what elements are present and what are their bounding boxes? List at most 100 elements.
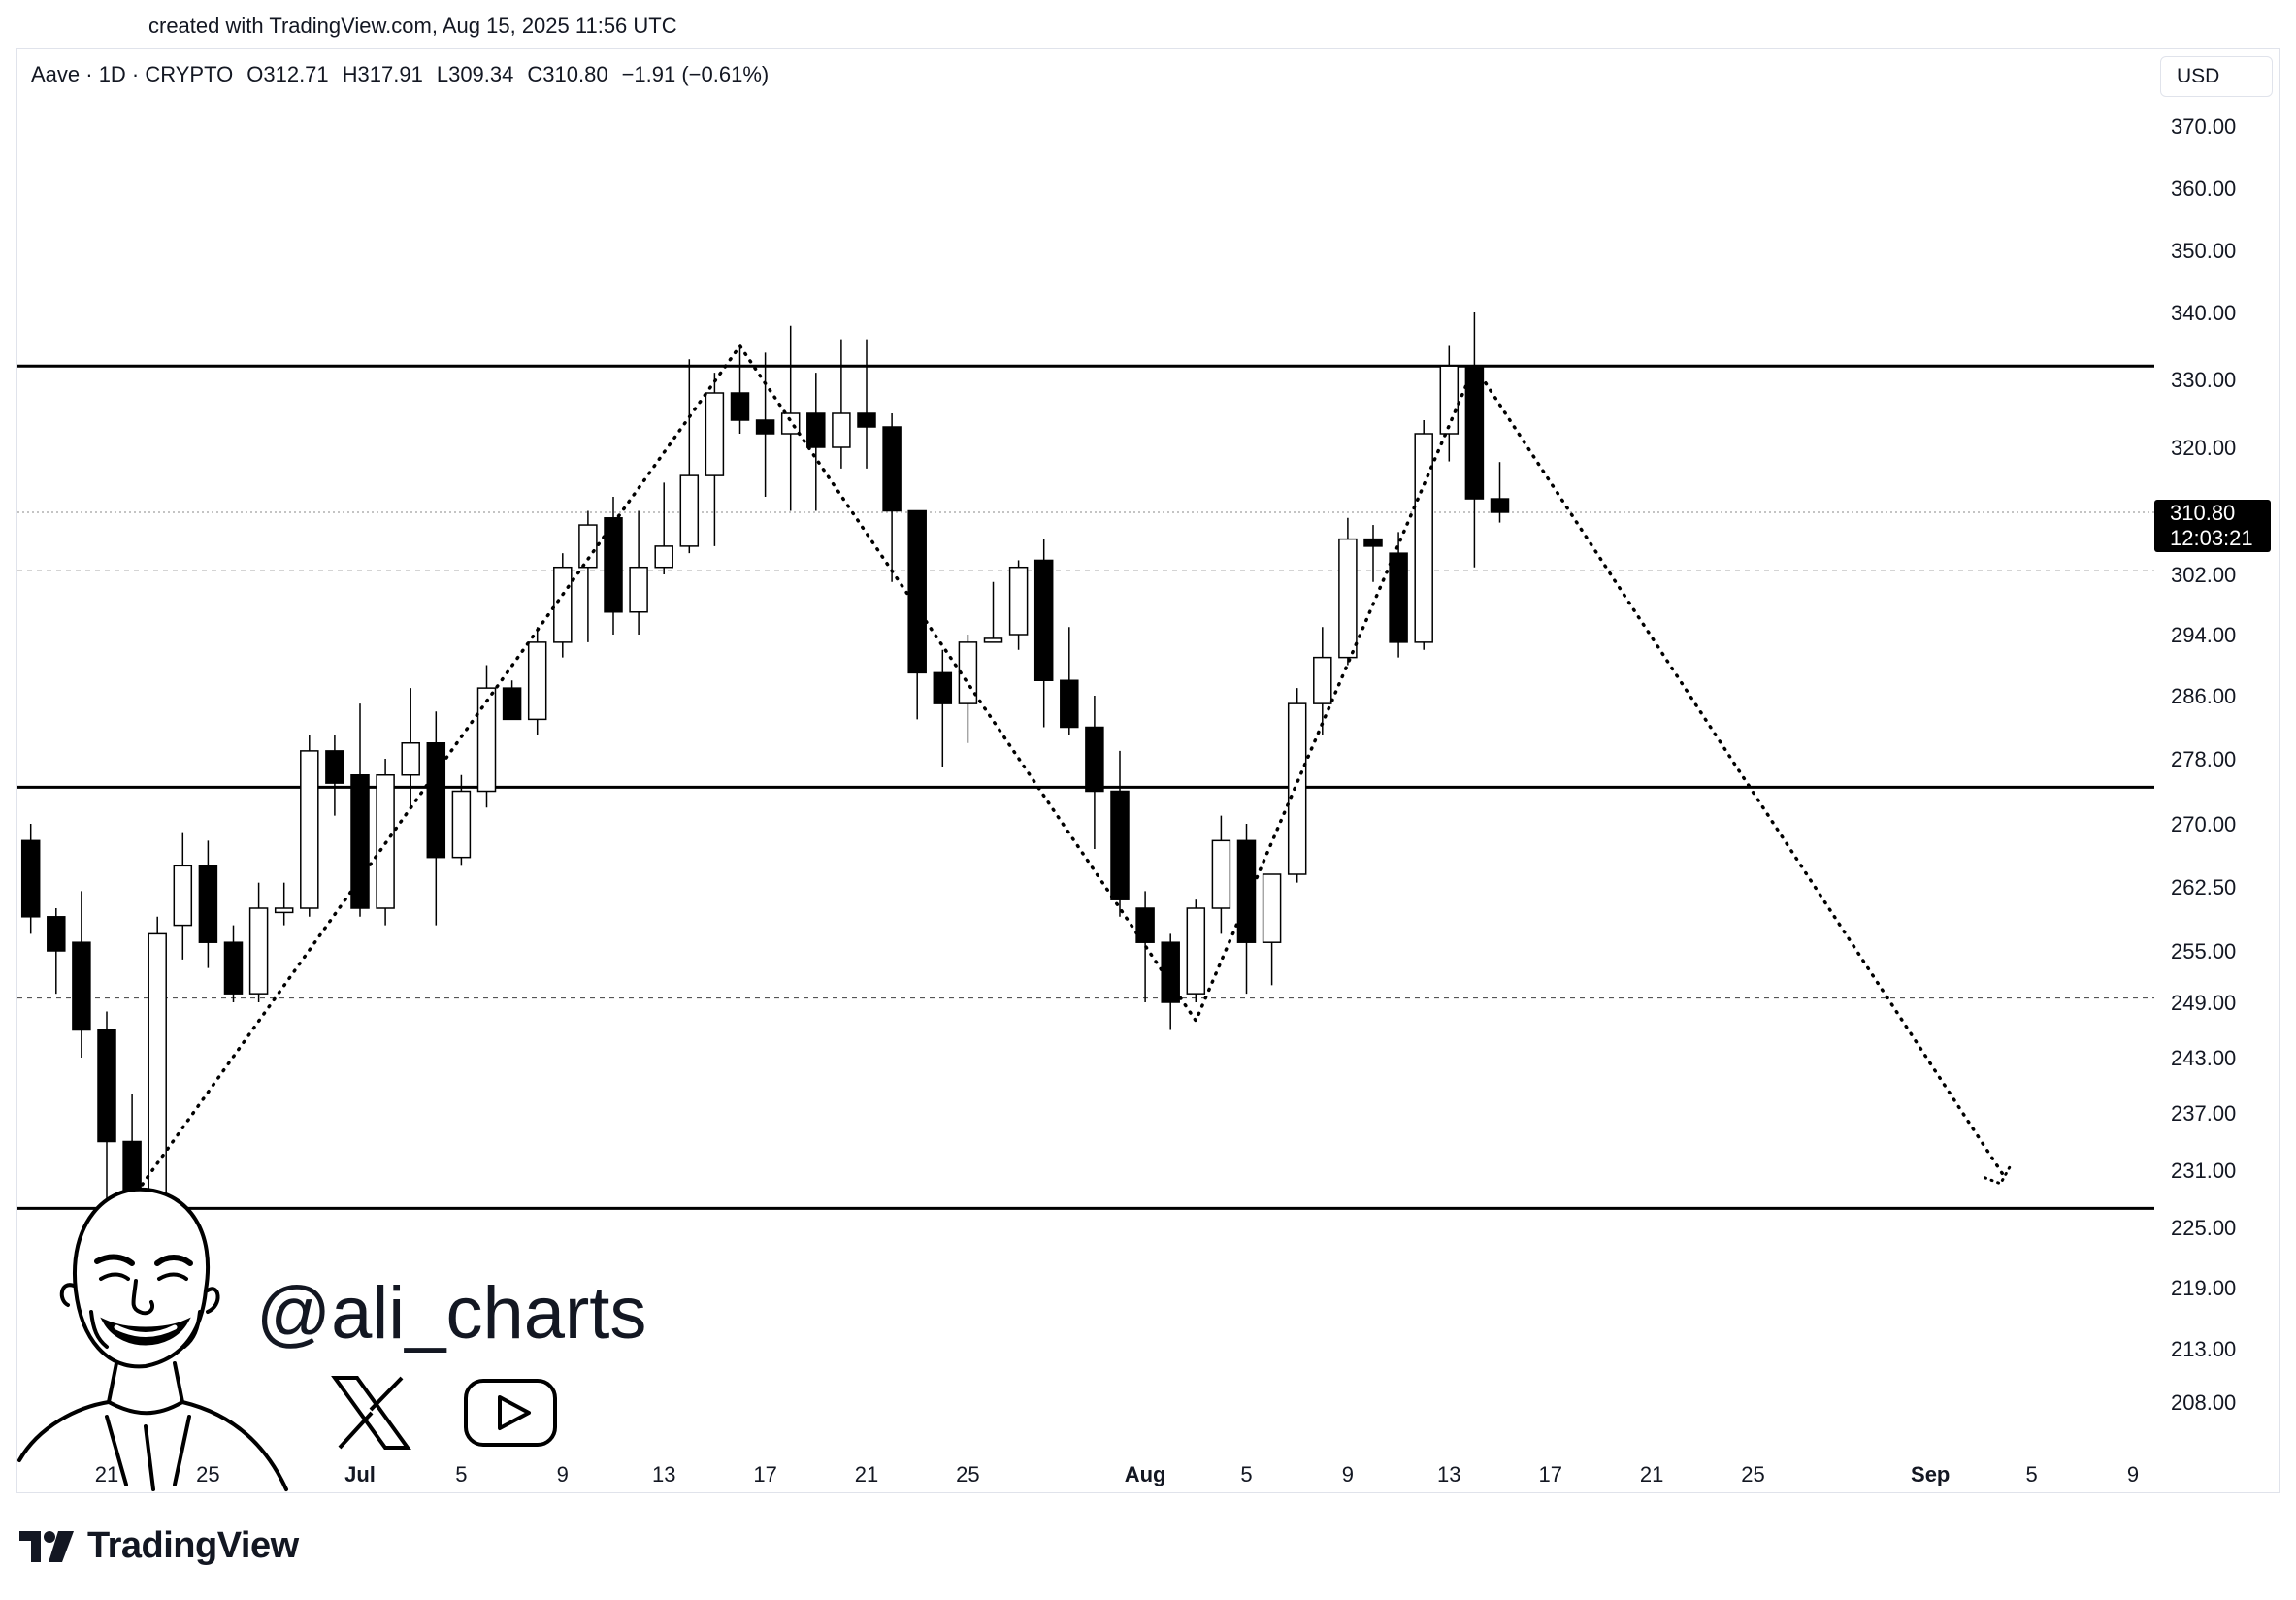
candle <box>47 908 66 995</box>
candle-body <box>1262 873 1282 943</box>
price-tick-label: 330.00 <box>2171 368 2236 392</box>
last-price-tag: 310.80 12:03:21 <box>2154 500 2271 552</box>
candle-body <box>629 566 648 613</box>
legend-change: −1.91 (−0.61%) <box>621 62 770 86</box>
candle-body <box>1161 941 1180 1003</box>
candle <box>1338 517 1358 666</box>
candle-body <box>730 392 750 421</box>
candle-body <box>173 865 193 927</box>
ohlc-legend: Aave · 1D · CRYPTO O312.71 H317.91 L309.34 C… <box>31 62 782 87</box>
candle <box>958 635 978 743</box>
candle <box>300 735 319 917</box>
candle <box>832 339 851 469</box>
youtube-play-icon[interactable] <box>464 1379 557 1447</box>
candle <box>476 665 497 808</box>
tradingview-logo[interactable]: TradingView <box>19 1525 299 1567</box>
candle <box>983 581 1003 643</box>
time-tick-label: 21 <box>95 1462 118 1486</box>
candle <box>857 339 876 469</box>
legend-high: H317.91 <box>342 62 423 86</box>
candle-body <box>148 932 167 1200</box>
time-axis[interactable]: 21 25 Jul 5 9 13 17 21 25 Aug 5 9 13 17 21 25 Sep 5 9 <box>95 1462 2139 1486</box>
legend-symbol[interactable]: Aave · 1D · CRYPTO <box>31 62 234 86</box>
candle-body <box>502 687 522 721</box>
candle-body <box>97 1029 116 1143</box>
time-tick-label: Sep <box>1911 1462 1950 1486</box>
candle <box>1085 696 1104 849</box>
candle <box>806 373 826 511</box>
time-tick-label: 13 <box>652 1462 675 1486</box>
price-axis[interactable]: 370.00 360.00 350.00 340.00 330.00 320.00 302.… <box>2171 114 2236 1415</box>
price-tick-label: 255.00 <box>2171 939 2236 963</box>
candle-body <box>1287 702 1307 875</box>
time-tick-label: 5 <box>455 1462 467 1486</box>
time-tick-label: 9 <box>557 1462 569 1486</box>
candle <box>72 891 91 1058</box>
time-tick-label: Aug <box>1125 1462 1166 1486</box>
candle <box>705 373 725 546</box>
candle <box>1490 462 1510 523</box>
candle <box>97 1011 116 1209</box>
tradingview-wordmark: TradingView <box>87 1525 299 1566</box>
candles <box>20 312 1510 1257</box>
candle-body <box>274 907 294 914</box>
candle-body <box>1060 679 1079 729</box>
candle-body <box>198 865 218 943</box>
candle <box>1313 627 1332 735</box>
candle-body <box>476 687 497 793</box>
legend-low: L309.34 <box>436 62 514 86</box>
candle-body <box>553 566 573 643</box>
time-tick-label: 5 <box>2025 1462 2037 1486</box>
candle-body <box>654 545 673 569</box>
time-tick-label: 25 <box>196 1462 219 1486</box>
candle <box>1262 873 1282 986</box>
candle <box>629 510 648 635</box>
projection-line <box>130 343 2009 1201</box>
candle-body <box>857 412 876 428</box>
price-tick-label: 237.00 <box>2171 1101 2236 1126</box>
last-price-value: 310.80 <box>2170 501 2235 525</box>
candle-body <box>1135 907 1155 943</box>
author-handle: @ali_charts <box>256 1272 647 1355</box>
candle-body <box>679 474 700 547</box>
legend-close: C310.80 <box>527 62 608 86</box>
candle-body <box>451 790 472 859</box>
x-logo-icon[interactable] <box>331 1376 411 1450</box>
candle <box>1211 815 1231 934</box>
candle <box>1389 532 1408 658</box>
time-tick-label: Jul <box>344 1462 376 1486</box>
price-tick-label: 262.50 <box>2171 875 2236 899</box>
candle-body <box>1414 433 1433 643</box>
candle-body <box>527 641 547 721</box>
candle <box>527 627 547 735</box>
candle-body <box>325 750 344 784</box>
candle <box>1186 899 1206 1002</box>
candle <box>1464 312 1485 568</box>
price-tick-label: 302.00 <box>2171 563 2236 587</box>
time-tick-label: 13 <box>1437 1462 1460 1486</box>
candle <box>553 553 573 658</box>
price-tick-label: 278.00 <box>2171 747 2236 771</box>
candle-body <box>933 671 953 704</box>
candle-body <box>1110 790 1130 900</box>
candle-body <box>1008 566 1029 636</box>
time-tick-label: 17 <box>753 1462 776 1486</box>
candle <box>1287 688 1307 883</box>
candle <box>223 925 244 1002</box>
candle <box>1033 539 1054 728</box>
candle <box>654 482 673 574</box>
candle <box>401 688 420 808</box>
price-tick-label: 249.00 <box>2171 991 2236 1015</box>
currency-selector[interactable]: USD <box>2160 56 2273 97</box>
price-tick-label: 320.00 <box>2171 436 2236 460</box>
candle-body <box>1211 839 1231 909</box>
candle <box>426 711 446 926</box>
price-tick-label: 243.00 <box>2171 1046 2236 1070</box>
price-tick-label: 360.00 <box>2171 177 2236 201</box>
time-tick-label: 25 <box>1741 1462 1764 1486</box>
projection-arrowhead <box>1984 1164 2012 1186</box>
candle <box>933 649 953 767</box>
candle-body <box>1338 538 1358 659</box>
price-tick-label: 231.00 <box>2171 1159 2236 1183</box>
